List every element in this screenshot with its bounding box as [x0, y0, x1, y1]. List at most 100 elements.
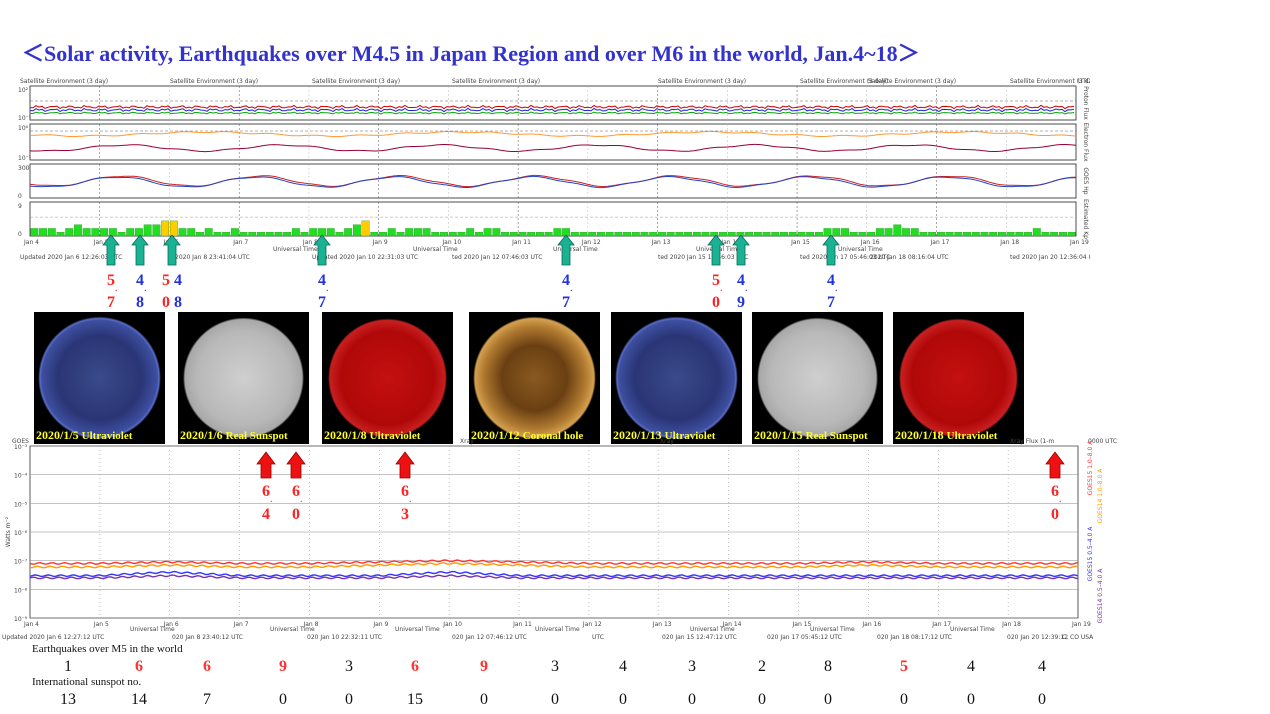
sun-image-type: Real Sunspot — [805, 430, 868, 442]
kp-bar — [230, 228, 239, 237]
kp-bar — [727, 232, 736, 237]
kp-bar — [998, 232, 1006, 237]
sunspot-number-cell: 0 — [551, 691, 559, 708]
kp-bar — [405, 228, 414, 237]
decimal-dot: . — [144, 283, 147, 294]
red-arrow-icon — [286, 451, 306, 479]
panel-frame — [29, 163, 1077, 199]
kp-bar — [440, 232, 448, 237]
magnitude-digit: 5 — [162, 272, 170, 289]
kp-bar — [1015, 232, 1024, 237]
kp-bar — [902, 228, 910, 237]
earthquake-count-cell: 4 — [1038, 658, 1046, 675]
date-tick-label: Jan 16 — [860, 239, 880, 246]
sun-image-type: Coronal hole — [522, 430, 584, 442]
earthquake-count-cell: 1 — [64, 658, 72, 675]
kp-bar — [126, 228, 135, 237]
kp-bar — [579, 232, 588, 237]
panel-frame — [29, 123, 1077, 161]
sunspot-number-cell: 0 — [1038, 691, 1046, 708]
sunspot-number-cell: 13 — [60, 691, 76, 708]
world-magnitude-digit: 6 — [401, 483, 409, 500]
date-tick-label: Jan 8 — [302, 239, 318, 246]
xray-series-line — [29, 562, 1079, 569]
sunspot-number-cell: 0 — [279, 691, 287, 708]
magnitude-digit: 8 — [136, 294, 144, 311]
jp-quake-marker: 4.9 — [732, 235, 750, 311]
kp-bar — [780, 232, 788, 237]
kp-bar — [370, 232, 379, 237]
kp-bar — [379, 232, 387, 237]
jp-quake-marker: 5.7 — [102, 235, 120, 311]
date-tick-label: Jan 14 — [720, 239, 740, 246]
kp-bar — [806, 232, 815, 237]
kp-bar — [326, 228, 335, 237]
kp-bar — [483, 228, 492, 237]
universal-time-label: Universal Time — [413, 246, 458, 253]
magnitude-digit: 7 — [562, 294, 570, 311]
xray-series-line — [29, 574, 1079, 580]
xray-series-line — [29, 570, 1079, 578]
sunspot-number-cell: 14 — [131, 691, 147, 708]
sunspot-row-label: International sunspot no. — [32, 676, 142, 688]
proton-line-blue — [29, 107, 1075, 113]
xray-y-tick: 10⁻⁴ — [14, 473, 28, 480]
xray-updated-label: 020 Jan 20 12:39:12 — [1007, 634, 1068, 641]
xray-updated-label: 020 Jan 8 23:40:12 UTC — [172, 634, 243, 641]
date-tick-label: Jan 13 — [651, 239, 671, 246]
kp-bar — [597, 232, 605, 237]
kp-bar — [553, 228, 562, 237]
kp-bar — [692, 232, 701, 237]
kp-bar — [1041, 232, 1050, 237]
magnitude-digit: 7 — [318, 294, 326, 311]
kp-bar — [361, 220, 370, 237]
sun-image-caption: 2020/1/15 Real Sunspot — [754, 428, 868, 443]
xray-universal-time: Universal Time — [810, 626, 855, 633]
xray-date-tick: Jan 9 — [372, 621, 388, 628]
kp-bar — [248, 232, 257, 237]
decimal-dot: . — [300, 494, 303, 505]
kp-bar — [274, 232, 283, 237]
kp-bar — [413, 228, 422, 237]
sun-image: 2020/1/6 Real Sunspot — [178, 312, 309, 444]
magnitude-digit: 0 — [712, 294, 720, 311]
sun-image-type: Ultraviolet — [664, 430, 716, 442]
xray-y-tick: 10⁻⁶ — [14, 530, 28, 537]
sunspot-number-cell: 0 — [345, 691, 353, 708]
universal-time-label: Universal Time — [273, 246, 318, 253]
teal-arrow-icon — [131, 235, 149, 266]
sun-image-date: 2020/1/13 — [613, 428, 665, 442]
magnitude-digit: 7 — [827, 294, 835, 311]
jp-quake-marker: 4.7 — [822, 235, 840, 311]
page-title: ＜Solar activity, Earthquakes over M4.5 i… — [22, 41, 920, 66]
kp-bar — [300, 232, 309, 237]
kp-bar — [841, 228, 849, 237]
xray-universal-time: Universal Time — [950, 626, 995, 633]
xray-header-fragment: Xray — [460, 438, 474, 445]
magnitude-digit: 7 — [107, 294, 115, 311]
kp-bar — [344, 228, 353, 237]
universal-time-label: Universal Time — [838, 246, 883, 253]
kp-bar — [178, 228, 187, 237]
panel-frame — [29, 85, 1077, 121]
electron-line-dark — [29, 143, 1077, 153]
world-magnitude-digit: 3 — [401, 506, 409, 523]
kp-bar — [614, 232, 623, 237]
kp-bar — [47, 228, 56, 237]
sun-image-caption: 2020/1/8 Ultraviolet — [324, 428, 420, 443]
decimal-dot: . — [409, 494, 412, 505]
kp-bar — [980, 232, 989, 237]
y-tick-label: 0 — [18, 193, 22, 200]
kp-bar — [396, 232, 405, 237]
kp-bar — [631, 232, 640, 237]
kp-bar — [56, 232, 65, 237]
kp-bar — [771, 232, 780, 237]
earthquake-count-cell: 4 — [967, 658, 975, 675]
electron-line-orange — [30, 130, 1077, 138]
xray-header-fragment: Xray Flux (1-m — [1010, 438, 1054, 445]
kp-bar — [823, 228, 832, 237]
updated-label: ted 2020 Jan 20 12:36:04 UTC — [1010, 254, 1090, 261]
xray-date-tick: Jan 5 — [93, 621, 109, 628]
updated-label: 2020 Jan 18 08:16:04 UTC — [870, 254, 949, 261]
world-quake-marker: 6.0 — [286, 451, 306, 523]
